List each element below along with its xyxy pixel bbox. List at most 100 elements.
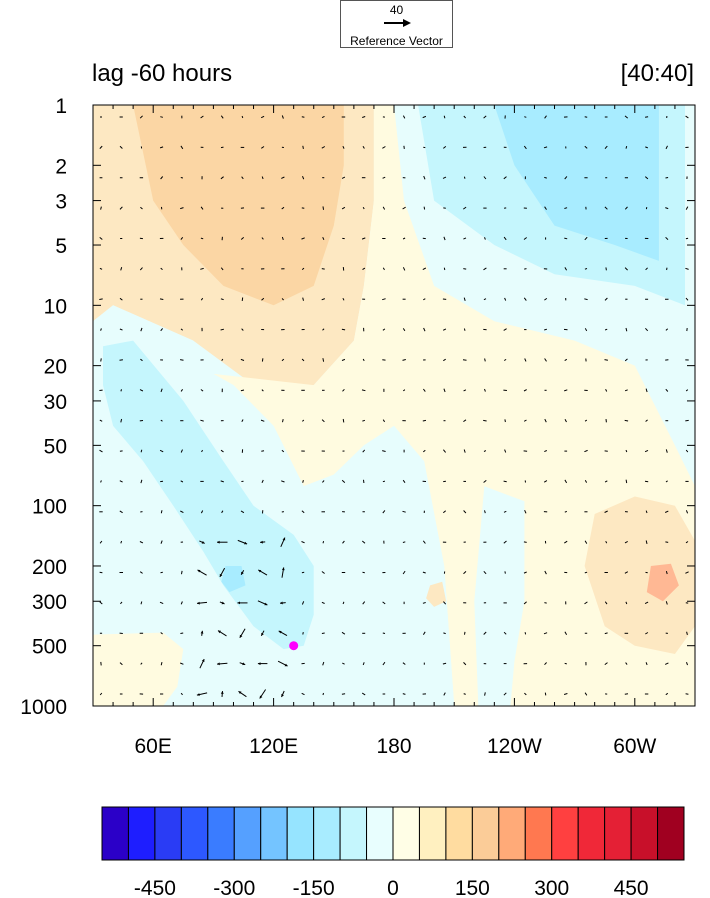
wind-vector: [341, 206, 346, 210]
wind-vector: [604, 480, 608, 483]
wind-vector: [382, 146, 386, 149]
wind-vector: [321, 298, 325, 301]
wind-vector: [523, 571, 527, 574]
wind-vector: [443, 358, 446, 362]
y-tick-label: 10: [44, 295, 67, 318]
wind-vector: [362, 358, 365, 362]
wind-vector: [321, 601, 325, 604]
colorbar-cell: [392, 806, 420, 861]
colorbar-cell: [339, 806, 368, 861]
wind-vector: [321, 268, 325, 270]
wind-vector: [463, 571, 467, 575]
wind-vector: [503, 480, 507, 483]
wind-vector: [685, 419, 689, 422]
wind-vector: [443, 388, 446, 393]
wind-vector: [524, 268, 527, 270]
wind-vector: [240, 237, 245, 240]
wind-vector: [362, 206, 365, 210]
wind-vector: [382, 298, 386, 301]
wind-vector: [341, 328, 346, 331]
wind-vector: [544, 450, 548, 453]
colorbar-cell: [366, 806, 394, 861]
wind-vector: [220, 480, 224, 483]
wind-vector-head: [197, 569, 201, 573]
wind-vector-head: [217, 540, 220, 544]
wind-vector-head: [238, 691, 242, 694]
wind-vector: [139, 571, 143, 574]
wind-vector: [180, 662, 184, 665]
wind-vector: [443, 692, 446, 696]
wind-vector: [119, 206, 123, 210]
wind-vector: [584, 540, 588, 544]
wind-vector: [302, 176, 305, 180]
wind-vector: [159, 146, 164, 149]
y-tick-label: 5: [55, 235, 67, 258]
wind-vector: [382, 510, 386, 514]
colorbar-cell: [180, 806, 209, 861]
wind-vector: [584, 449, 588, 453]
wind-vector: [342, 388, 345, 392]
wind-vector: [160, 661, 163, 666]
wind-vector-head: [200, 630, 204, 634]
wind-vector: [241, 115, 244, 119]
wind-vector: [584, 236, 588, 241]
wind-vector: [139, 541, 144, 544]
wind-vector: [685, 115, 689, 119]
wind-vector: [544, 418, 547, 423]
wind-vector-head: [239, 634, 243, 638]
wind-vector: [422, 449, 426, 453]
y-tick-label: 500: [32, 636, 67, 659]
wind-vector: [180, 692, 183, 696]
wind-vector: [584, 298, 588, 301]
wind-vector: [402, 267, 406, 271]
wind-vector: [160, 632, 163, 635]
axes: 60E 120E 180 120W 60W 1 2 3 5 10 20 30 50 100 200 300 50…: [20, 95, 696, 758]
wind-vector: [402, 389, 406, 392]
wind-vector: [604, 359, 609, 361]
wind-vector: [179, 359, 184, 361]
wind-vector: [624, 389, 628, 392]
wind-vector: [261, 358, 264, 362]
colorbar-cell: [260, 806, 288, 861]
wind-vector: [503, 328, 507, 331]
reference-vector-value: 40: [389, 3, 404, 17]
wind-vector: [483, 570, 487, 575]
wind-vector: [99, 540, 103, 544]
wind-vector: [261, 146, 265, 149]
wind-vector: [180, 177, 184, 179]
wind-vector: [564, 510, 567, 513]
location-marker: [289, 641, 299, 651]
wind-vector: [200, 237, 204, 240]
colorbar-cell: [445, 806, 473, 861]
wind-vector: [402, 237, 406, 240]
wind-vector-head: [217, 662, 220, 666]
wind-vector: [361, 237, 366, 240]
wind-vector: [382, 419, 386, 423]
wind-vector: [200, 115, 204, 119]
wind-vector: [140, 327, 143, 332]
wind-vector: [140, 449, 143, 453]
wind-vector: [261, 479, 264, 484]
wind-vector: [361, 692, 366, 696]
reference-vector-label: Reference Vector: [350, 34, 443, 48]
wind-vector: [645, 267, 648, 271]
wind-vector: [281, 206, 285, 210]
wind-vector: [564, 267, 568, 271]
contour-region-1: [133, 105, 344, 306]
wind-vector: [584, 145, 588, 149]
wind-vector: [503, 176, 507, 180]
wind-vector: [685, 297, 689, 301]
wind-vector: [140, 358, 143, 362]
wind-vector: [564, 176, 568, 180]
wind-vector: [301, 267, 305, 270]
wind-vector: [282, 418, 284, 423]
wind-vector: [99, 601, 103, 605]
wind-vector: [605, 267, 607, 271]
wind-vector: [625, 479, 628, 484]
wind-vector: [422, 115, 427, 119]
wind-vector: [301, 510, 305, 514]
wind-vector: [139, 389, 144, 392]
wind-vector: [645, 146, 648, 149]
wind-vector-head: [258, 569, 262, 573]
wind-vector: [504, 419, 506, 423]
